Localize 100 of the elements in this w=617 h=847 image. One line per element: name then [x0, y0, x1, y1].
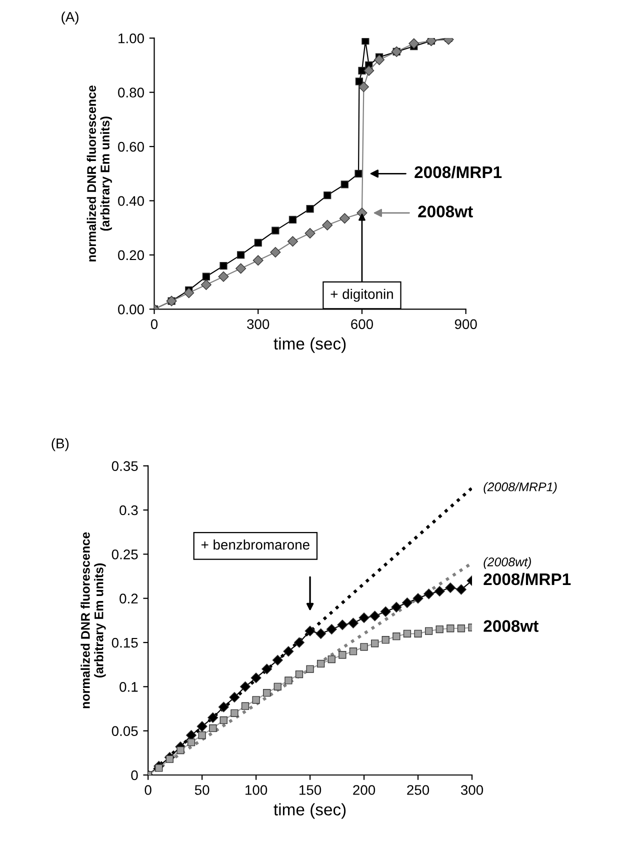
y-tick-label: 0.3 — [120, 505, 138, 516]
point — [209, 724, 217, 732]
point — [414, 630, 422, 638]
point — [408, 38, 420, 49]
point — [317, 660, 325, 668]
point — [304, 626, 316, 636]
point — [374, 54, 385, 66]
point — [457, 624, 466, 632]
point — [220, 262, 228, 270]
point — [294, 637, 305, 648]
point — [240, 681, 251, 692]
y-tick-label: 0.35 — [112, 461, 138, 472]
x-axis-title: time (sec) — [274, 337, 346, 353]
point — [358, 82, 369, 92]
x-tick-label: 200 — [353, 785, 376, 795]
point — [392, 632, 400, 640]
point — [250, 672, 262, 684]
point — [208, 712, 218, 723]
point — [272, 226, 280, 234]
point — [339, 213, 350, 224]
point — [446, 624, 454, 632]
point — [340, 180, 348, 188]
point — [218, 702, 229, 712]
point — [445, 582, 456, 594]
annotation: + digitonin — [330, 288, 393, 302]
point — [337, 620, 348, 630]
point — [402, 598, 412, 608]
x-tick-label: 150 — [300, 785, 322, 795]
point — [288, 216, 297, 224]
point — [263, 689, 271, 697]
series-label: (2008wt) — [484, 557, 532, 569]
x-tick-label: 0 — [150, 319, 158, 330]
y-tick-label: 0.2 — [120, 594, 138, 604]
point — [360, 643, 368, 651]
y-tick-label: 0.00 — [118, 304, 144, 314]
point — [355, 78, 364, 86]
point — [304, 228, 316, 239]
point — [262, 664, 272, 674]
x-tick-label: 100 — [246, 785, 268, 795]
point — [287, 236, 298, 247]
x-tick-label: 600 — [351, 319, 374, 330]
point — [326, 624, 337, 635]
x-tick-label: 900 — [454, 319, 477, 330]
point — [436, 625, 444, 634]
y-axis-title: normalized DNR fluorescence (arbitrary Em units) — [86, 85, 112, 262]
y-tick-label: 0.20 — [118, 250, 144, 260]
point — [252, 696, 260, 704]
point — [236, 251, 245, 259]
point — [349, 648, 358, 656]
point — [270, 246, 281, 258]
point — [187, 738, 196, 746]
legend-label: 2008/MRP1 — [414, 166, 502, 178]
point — [434, 586, 445, 597]
point — [382, 636, 390, 644]
point — [358, 66, 366, 74]
point — [198, 731, 206, 740]
point — [176, 746, 184, 754]
point — [358, 612, 370, 624]
point — [316, 628, 326, 639]
point — [348, 618, 358, 628]
x-tick-label: 300 — [247, 319, 270, 330]
point — [456, 584, 466, 595]
point — [424, 627, 433, 635]
point — [354, 170, 362, 178]
x-axis-title: time (sec) — [274, 803, 346, 819]
point — [252, 255, 264, 266]
y-tick-label: 0.60 — [118, 142, 144, 152]
x-tick-label: 250 — [407, 785, 430, 795]
point — [370, 610, 380, 622]
point — [254, 238, 262, 247]
point — [202, 272, 210, 280]
point — [236, 263, 246, 274]
y-axis-title: normalized DNR fluorescence (arbitrary Em units) — [80, 532, 106, 708]
point — [322, 220, 333, 230]
point — [241, 702, 250, 710]
point — [403, 630, 412, 638]
annotation: + benzbromarone — [201, 539, 310, 550]
y-tick-label: 0.05 — [112, 726, 138, 736]
point — [380, 606, 391, 617]
chart-title: (A) — [62, 12, 78, 25]
point — [295, 670, 304, 678]
point — [229, 692, 240, 703]
x-tick-label: 50 — [194, 785, 210, 795]
y-tick-label: 0.25 — [112, 550, 138, 560]
point — [283, 646, 294, 657]
point — [338, 651, 346, 659]
point — [218, 271, 229, 282]
point — [306, 205, 314, 213]
point — [364, 65, 374, 76]
point — [412, 593, 424, 604]
y-tick-label: 0.40 — [118, 196, 144, 206]
x-tick-label: 300 — [460, 785, 484, 795]
point — [184, 288, 194, 298]
y-tick-label: 0.15 — [112, 638, 138, 648]
series-label: (2008/MRP1) — [484, 482, 557, 494]
point — [272, 654, 283, 666]
chart-title: (B) — [52, 438, 69, 452]
y-tick-label: 0.1 — [120, 682, 138, 692]
point — [391, 602, 402, 612]
x-tick-label: 0 — [144, 785, 152, 795]
